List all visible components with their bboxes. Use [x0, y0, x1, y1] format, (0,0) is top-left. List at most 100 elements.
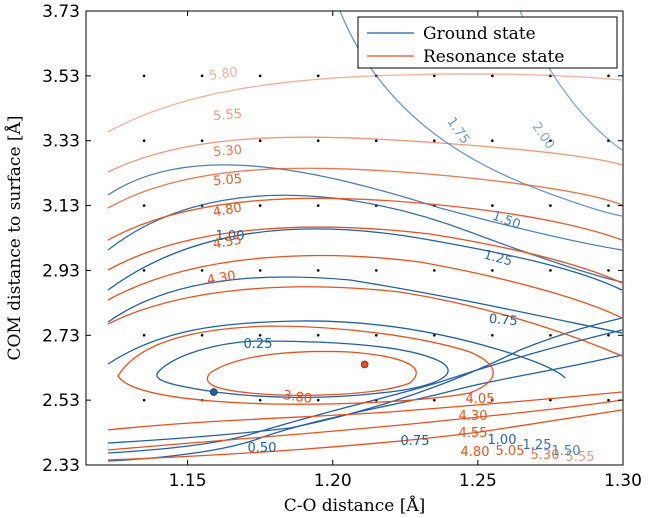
sample-point	[491, 139, 494, 143]
sample-point	[549, 398, 552, 402]
sample-point	[200, 139, 204, 143]
y-tick-label: 3.33	[42, 132, 80, 152]
sample-point	[491, 74, 494, 78]
resonance-state-contour-label: 3.80	[282, 388, 313, 407]
sample-point	[258, 139, 262, 143]
sample-point	[491, 204, 494, 207]
axis-ticks: 1.15 1.20 1.25 1.30 2.33 2.53 2.73 2.93 3.13 3.33…	[42, 2, 642, 491]
resonance-state-contour-label: 5.05	[496, 444, 525, 459]
sample-point	[607, 204, 610, 207]
sample-point	[491, 269, 494, 272]
sample-point	[316, 74, 320, 78]
ground-state-minimum-point	[209, 388, 218, 396]
sample-point	[142, 74, 146, 78]
resonance-state-contour-label: 5.55	[566, 450, 595, 465]
ground-state-contour-label: 0.75	[488, 312, 518, 329]
resonance-state-contour-3.80	[206, 350, 417, 396]
resonance-state-contour-label: 4.30	[206, 269, 237, 289]
ground-state-contour-label: 0.75	[401, 434, 430, 449]
resonance-state-contour-label: 5.80	[208, 65, 239, 84]
resonance-state-contour-label: 5.30	[531, 448, 560, 463]
resonance-state-contour-label: 4.55	[459, 426, 488, 441]
sample-point	[374, 269, 378, 272]
x-tick-label: 1.30	[604, 471, 642, 491]
sample-point	[549, 139, 552, 143]
ground-state-contour-0.25	[156, 340, 449, 399]
resonance-state-contour-label: 4.80	[461, 445, 490, 460]
x-tick-label: 1.25	[459, 471, 497, 491]
ground-state-contour-0.50	[107, 329, 623, 454]
sample-point	[142, 139, 146, 143]
sample-point	[549, 204, 552, 207]
sample-point	[433, 74, 436, 78]
sample-point	[374, 139, 378, 143]
sample-point	[200, 333, 204, 337]
ground-state-contour-0.50	[107, 320, 566, 379]
y-tick-label: 2.33	[42, 456, 80, 476]
sample-point	[316, 204, 320, 207]
resonance-state-contour-label: 5.55	[213, 107, 243, 124]
sample-point	[433, 139, 436, 143]
sample-point	[258, 398, 262, 402]
sample-point	[142, 333, 146, 337]
resonance-state-contour-label: 4.55	[212, 233, 243, 253]
resonance-state-contour-4.30	[107, 391, 623, 431]
y-tick-label: 3.53	[42, 67, 80, 87]
sample-point	[258, 333, 262, 337]
sample-point	[316, 333, 320, 337]
sample-point	[258, 269, 262, 272]
sample-point	[607, 333, 610, 337]
x-tick-label: 1.20	[314, 471, 352, 491]
ground-state-contour-0.75	[107, 276, 623, 334]
legend-box	[357, 16, 618, 69]
y-tick-label: 3.13	[42, 197, 80, 217]
resonance-state-contour-label: 5.30	[213, 143, 243, 160]
resonance-state-contour-4.55	[107, 399, 623, 451]
sample-point	[433, 269, 436, 272]
sample-point	[607, 269, 610, 272]
sample-point	[142, 204, 146, 207]
sample-point	[549, 269, 552, 272]
sample-point	[258, 204, 262, 207]
resonance-state-contour-5.05	[107, 197, 623, 241]
resonance-state-contour-4.05	[117, 325, 494, 405]
sample-point	[491, 398, 494, 402]
x-tick-label: 1.15	[169, 471, 207, 491]
resonance-state-contour-label: 4.30	[459, 409, 488, 424]
sample-point	[374, 333, 378, 337]
axes-frame	[85, 10, 624, 466]
resonance-state-contour-4.30	[107, 286, 623, 357]
sample-point	[607, 74, 610, 78]
ground-state-contour-label: 1.25	[523, 438, 552, 453]
y-tick-label: 3.73	[42, 2, 80, 22]
sample-point	[142, 398, 146, 402]
resonance-state-contour-4.80	[107, 226, 623, 284]
ground-state-contour-label: 1.50	[490, 209, 522, 233]
sample-point	[258, 74, 262, 78]
y-tick-label: 2.53	[42, 391, 80, 411]
ground-state-contour-0.25	[107, 354, 623, 462]
plot-area: 0.250.50 0.75 1.00 1.25 1.500.751.001.251.50…	[107, 11, 623, 465]
sample-point	[316, 398, 320, 402]
sample-point	[200, 269, 204, 272]
y-axis-label: COM distance to surface [Å]	[4, 116, 25, 361]
sample-point	[200, 74, 204, 78]
ground-state-contour-label: 1.25	[482, 248, 514, 270]
sample-point	[433, 398, 436, 402]
y-tick-label: 2.93	[42, 261, 80, 281]
resonance-state-contour-4.55	[107, 254, 623, 319]
ground-state-contour-label: 1.75	[443, 115, 472, 147]
resonance-state-minimum-point	[360, 360, 369, 369]
ground-state-contour-label: 1.00	[488, 433, 517, 448]
sample-point	[316, 269, 320, 272]
resonance-state-contour-label: 5.05	[213, 172, 243, 189]
ground-state-contour-1.50	[107, 164, 623, 251]
ground-state-contour-1.25	[107, 194, 623, 283]
ground-state-contour-label: 2.00	[528, 120, 557, 152]
sample-point	[549, 333, 552, 337]
sample-point	[549, 74, 552, 78]
ground-state-contour-1.00	[107, 228, 623, 291]
ground-state-contour-label: 1.50	[552, 444, 581, 459]
resonance-state-contour-5.55	[107, 136, 623, 173]
